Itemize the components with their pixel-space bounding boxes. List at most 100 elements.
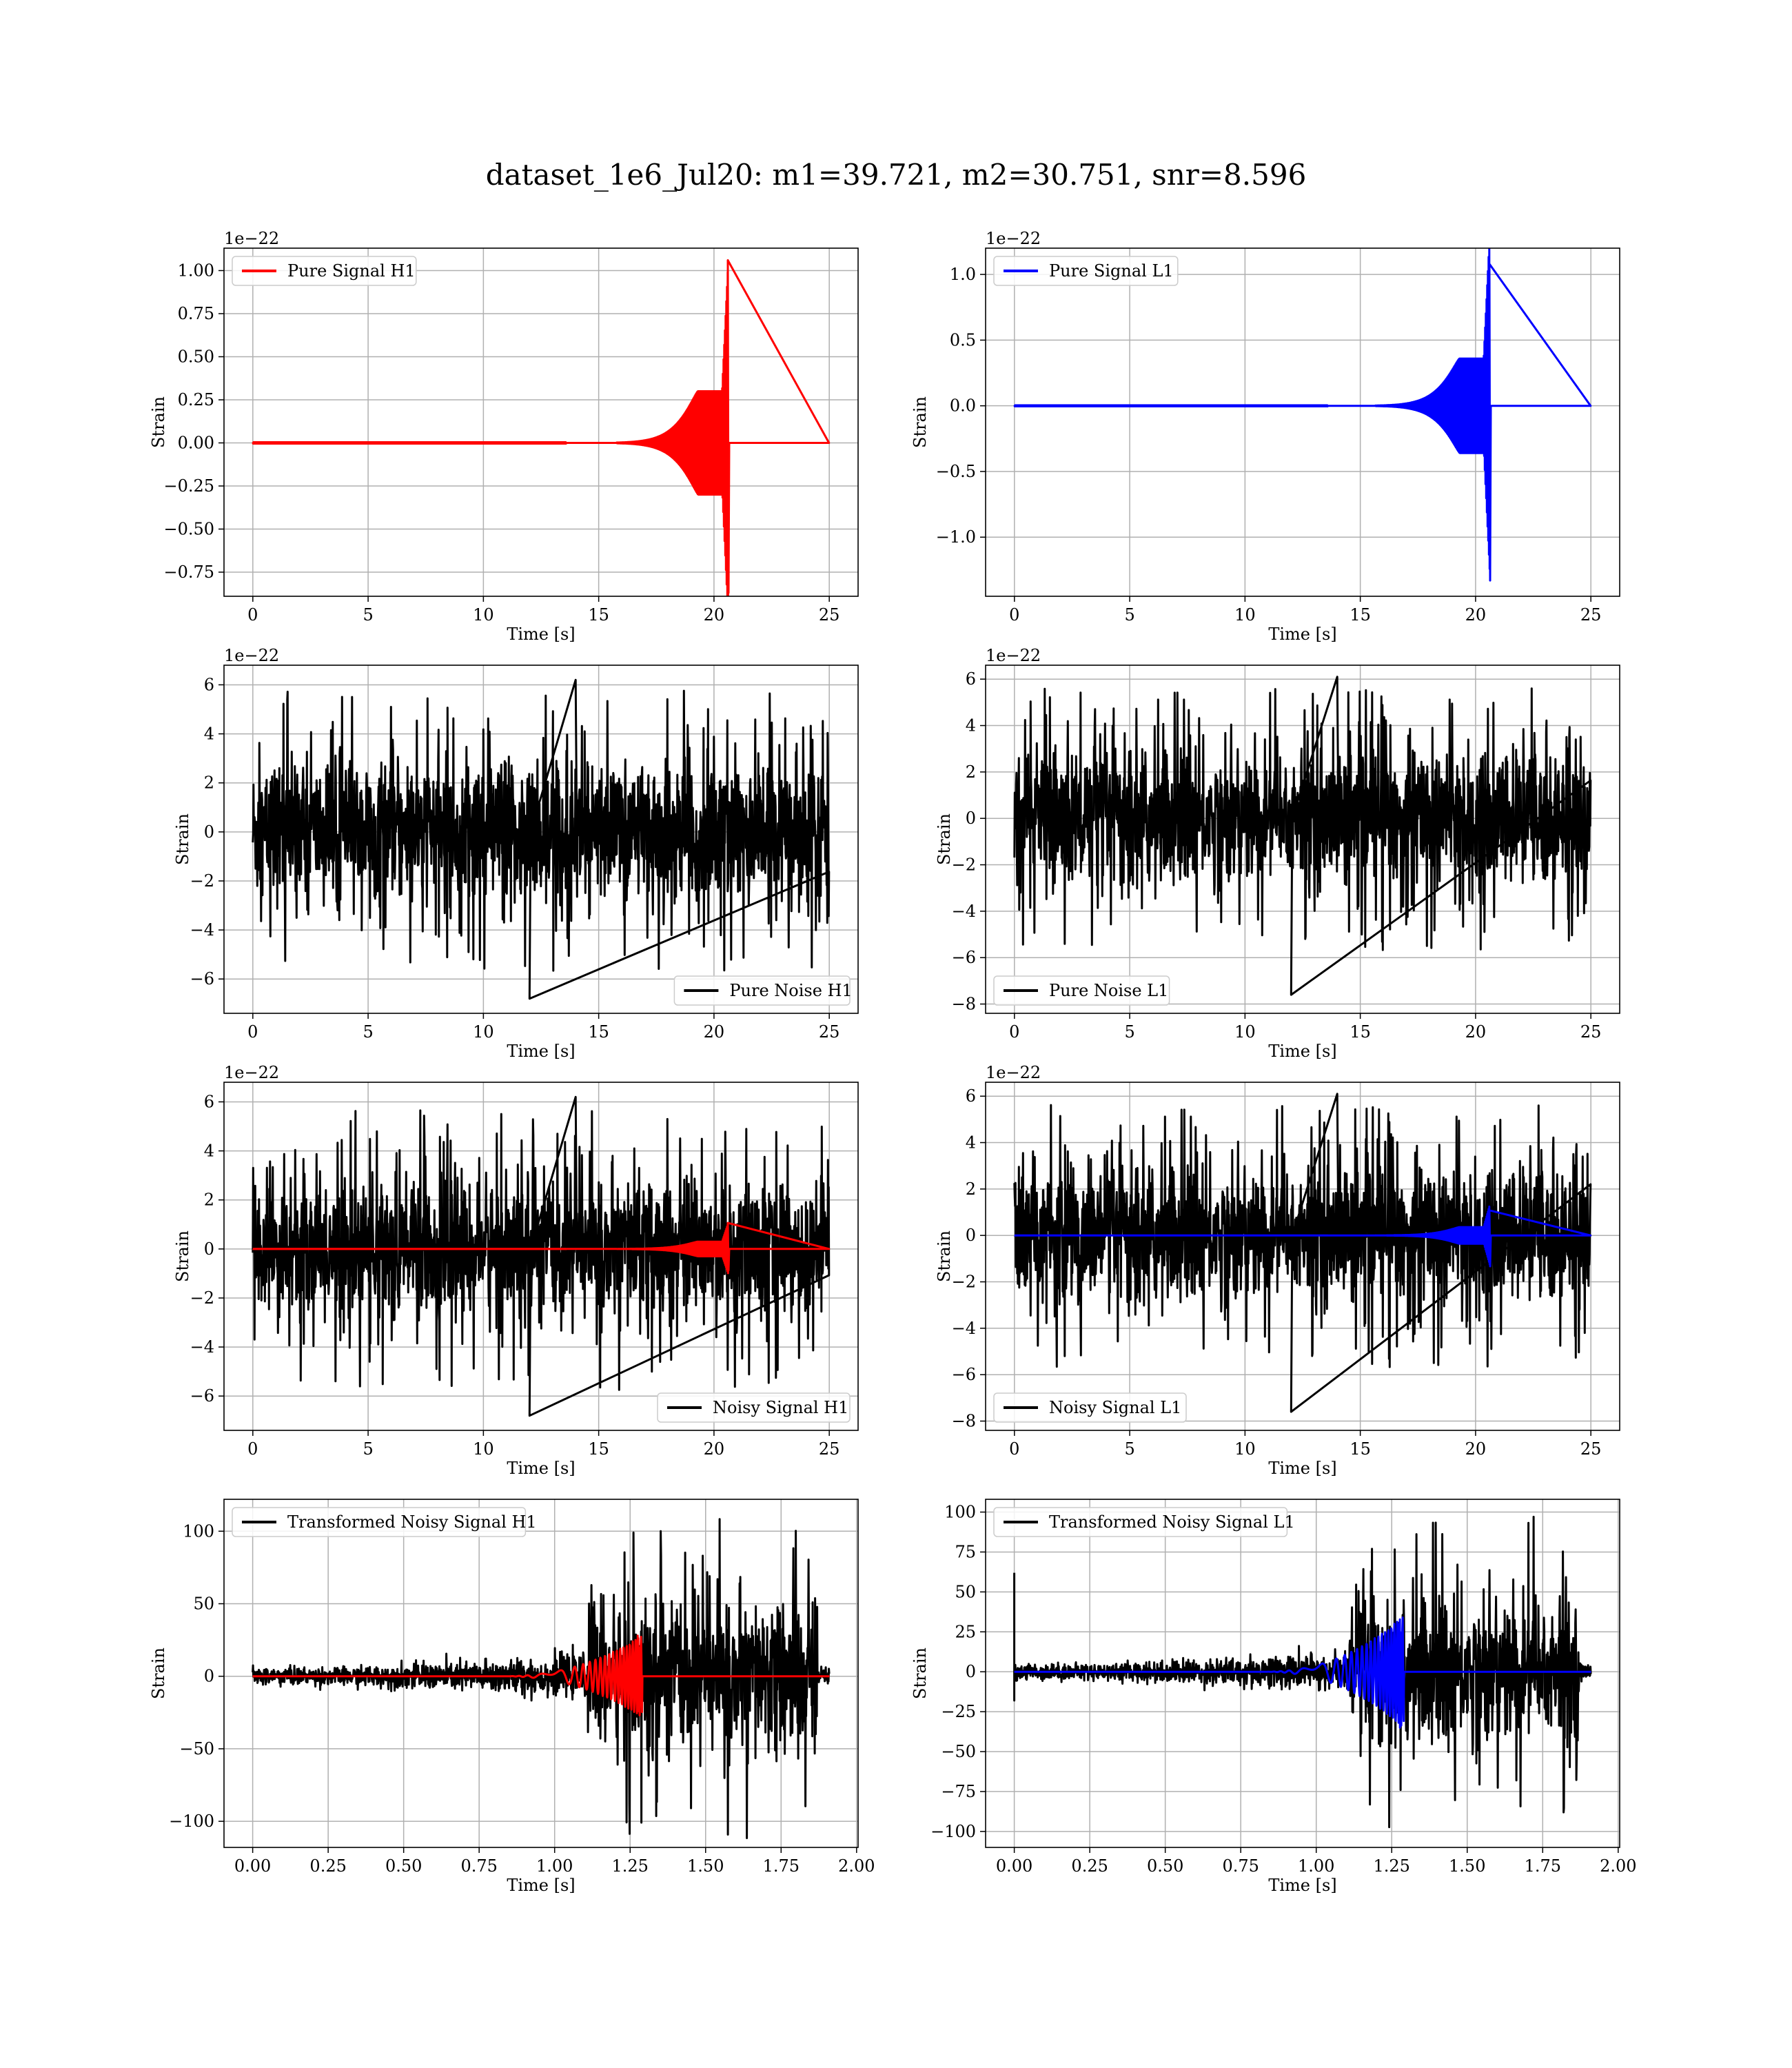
x-tick-label: 10 (1234, 605, 1256, 625)
series-group (1013, 1515, 1592, 1829)
x-tick-label: 1.25 (1374, 1856, 1410, 1876)
y-tick-label: 6 (966, 669, 976, 689)
legend-box (232, 1507, 527, 1537)
x-tick-label: 0 (247, 1439, 258, 1459)
series-line (252, 678, 831, 1000)
x-tick-label: 2.00 (838, 1856, 875, 1876)
axes-frame (223, 247, 859, 597)
x-tick-label: 0 (1009, 1022, 1019, 1042)
series-group (1013, 676, 1592, 996)
y-tick-label: 2 (966, 762, 976, 782)
x-tick-label: 25 (1580, 1022, 1602, 1042)
x-tick-label: 0.00 (996, 1856, 1032, 1876)
x-tick-label: 25 (1580, 1439, 1602, 1459)
legend: Noisy Signal H1 (657, 1392, 851, 1423)
x-tick-label: 0.75 (1222, 1856, 1259, 1876)
y-axis-label: Strain (910, 396, 930, 448)
x-axis-label: Time [s] (1268, 1042, 1336, 1061)
y-tick-label: 75 (955, 1542, 976, 1561)
y-tick-label: 4 (966, 716, 976, 736)
legend-box (657, 1392, 851, 1423)
y-tick-label: 4 (966, 1133, 976, 1153)
x-axis-label: Time [s] (507, 625, 575, 644)
subplot: 0 5 10 15 20 25 1.00 0.75 0.50 0.25 0.00 −0.25 −0.50… (149, 229, 859, 644)
subplot: 0 5 10 15 20 25 1.0 0.5 0.0 −0.5 −1.0 1e−22 Time [s]… (910, 229, 1620, 644)
y-tick-label: 0.50 (178, 347, 214, 367)
y-tick-label: 0.5 (950, 330, 976, 349)
legend: Noisy Signal L1 (993, 1392, 1187, 1423)
y-tick-label: −0.75 (163, 562, 214, 582)
y-tick-label: −50 (941, 1742, 976, 1761)
y-tick-label: 0 (204, 822, 214, 842)
legend-box (993, 1507, 1288, 1537)
y-tick-label: 6 (966, 1086, 976, 1106)
legend-label: Pure Noise H1 (729, 981, 852, 1000)
series-group (252, 1095, 831, 1417)
series-line (1013, 1205, 1592, 1268)
legend-box (993, 975, 1170, 1006)
x-tick-label: 0 (247, 1022, 258, 1042)
series-group (252, 259, 831, 596)
x-tick-label: 5 (1124, 1439, 1134, 1459)
x-tick-label: 10 (473, 605, 494, 625)
series-line (252, 1221, 831, 1275)
axes-frame (223, 1082, 859, 1431)
x-tick-label: 5 (363, 1439, 373, 1459)
y-tick-label: −6 (190, 1386, 214, 1406)
x-tick-label: 25 (819, 1022, 840, 1042)
x-tick-label: 0.00 (234, 1856, 271, 1876)
y-tick-label: −4 (190, 1337, 214, 1357)
x-tick-label: 25 (1580, 605, 1602, 625)
y-tick-label: 1.0 (950, 265, 976, 284)
legend-label: Transformed Noisy Signal H1 (287, 1512, 537, 1532)
x-tick-label: 10 (473, 1022, 494, 1042)
x-tick-label: 1.00 (536, 1856, 573, 1876)
plot-area (224, 248, 858, 596)
series-line (252, 259, 831, 596)
offset-text: 1e−22 (224, 1063, 279, 1082)
legend: Transformed Noisy Signal H1 (232, 1507, 537, 1537)
y-tick-label: −2 (952, 1273, 976, 1292)
legend-box (232, 256, 417, 286)
y-tick-label: −1.0 (936, 527, 976, 547)
legend-box (673, 975, 851, 1006)
y-tick-label: −6 (190, 969, 214, 989)
x-tick-label: 15 (1350, 1439, 1371, 1459)
y-tick-label: 0.75 (178, 304, 214, 323)
x-tick-label: 0 (247, 605, 258, 625)
y-tick-label: 0 (204, 1667, 214, 1686)
legend-box (993, 1392, 1187, 1423)
series-line (1013, 1515, 1592, 1829)
y-tick-label: −4 (952, 902, 976, 921)
y-tick-label: 0.25 (178, 390, 214, 409)
series-group (1013, 1093, 1592, 1413)
y-tick-label: 6 (204, 675, 214, 694)
y-tick-label: −4 (952, 1319, 976, 1338)
legend-label: Pure Signal L1 (1049, 261, 1174, 281)
x-tick-label: 15 (1350, 605, 1371, 625)
x-axis-label: Time [s] (1268, 1459, 1336, 1478)
y-tick-label: −75 (941, 1782, 976, 1801)
x-tick-label: 5 (363, 1022, 373, 1042)
x-tick-label: 20 (1465, 605, 1487, 625)
x-tick-label: 1.00 (1298, 1856, 1334, 1876)
series-group (252, 678, 831, 1000)
series-line (252, 1518, 831, 1839)
legend-label: Noisy Signal L1 (1049, 1398, 1181, 1417)
x-tick-label: 1.50 (687, 1856, 724, 1876)
x-tick-label: 2.00 (1600, 1856, 1636, 1876)
y-tick-label: 2 (204, 1190, 214, 1210)
x-tick-label: 0.25 (309, 1856, 346, 1876)
y-tick-label: 6 (204, 1092, 214, 1111)
x-tick-label: 15 (1350, 1022, 1371, 1042)
y-tick-label: 1.00 (178, 261, 214, 281)
x-tick-label: 0 (1009, 1439, 1019, 1459)
y-axis-label: Strain (935, 813, 954, 865)
x-tick-label: 10 (1234, 1022, 1256, 1042)
x-axis-label: Time [s] (1268, 625, 1336, 644)
legend-label: Noisy Signal H1 (713, 1398, 848, 1417)
y-tick-label: −100 (930, 1822, 976, 1841)
x-tick-label: 15 (588, 1439, 609, 1459)
